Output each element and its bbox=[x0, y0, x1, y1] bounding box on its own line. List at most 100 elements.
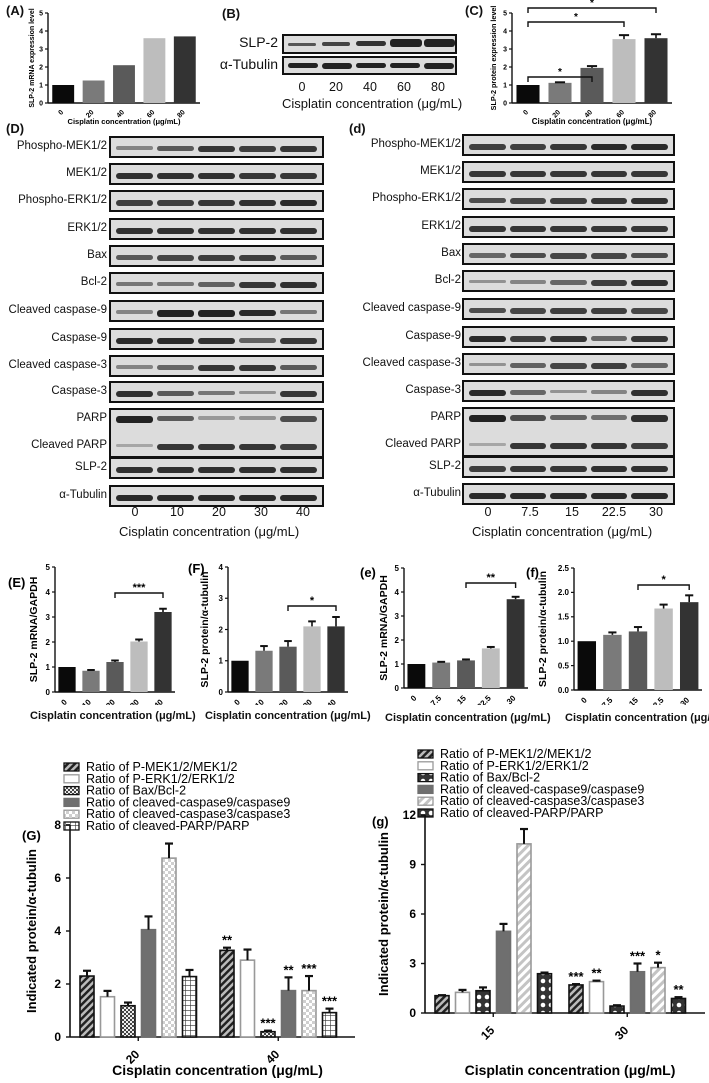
blot-lane-label: 0 bbox=[484, 505, 492, 519]
chart-f-slp2-protein-tubulin: 0.0 0.5 1.0 1.5 2.0 2.5 0 7.5 15 22.5 30 * SLP-2 pro… bbox=[526, 564, 702, 705]
svg-text:Cisplatin concentration (μg/mL: Cisplatin concentration (μg/mL) bbox=[465, 1062, 676, 1078]
svg-text:80: 80 bbox=[648, 109, 659, 120]
svg-text:2: 2 bbox=[39, 64, 43, 71]
svg-text:0: 0 bbox=[46, 688, 51, 697]
blot-lane-label: 40 bbox=[363, 80, 377, 94]
svg-text:20: 20 bbox=[552, 109, 563, 120]
svg-text:**: ** bbox=[591, 966, 602, 981]
panel-label-B: (B) bbox=[222, 6, 241, 21]
svg-text:40: 40 bbox=[116, 109, 127, 120]
blot-strip bbox=[109, 300, 324, 322]
blot-strip bbox=[109, 408, 324, 458]
svg-text:7.5: 7.5 bbox=[429, 693, 444, 705]
svg-text:4: 4 bbox=[54, 924, 61, 938]
blot-strip bbox=[462, 188, 675, 210]
panel-label-d: (d) bbox=[349, 121, 366, 136]
svg-text:(E): (E) bbox=[8, 575, 25, 590]
svg-text:1: 1 bbox=[39, 82, 43, 89]
blot-row-label: Bax bbox=[441, 246, 461, 259]
blot-strip bbox=[462, 161, 675, 183]
svg-text:2.5: 2.5 bbox=[558, 564, 570, 573]
svg-text:4: 4 bbox=[39, 28, 43, 35]
blot-lane-label: 10 bbox=[170, 505, 184, 519]
svg-text:15: 15 bbox=[478, 1023, 498, 1043]
svg-text:Ratio of cleaved-PARP/PARP: Ratio of cleaved-PARP/PARP bbox=[440, 806, 604, 820]
svg-text:30: 30 bbox=[128, 697, 141, 705]
blot-row-label: α-Tubulin bbox=[59, 488, 107, 501]
chart-E-slp2-mrna-gapdh: 0 1 2 3 4 5 0 10 20 30 40 *** SLP-2 mRNA/GAPDH(E) bbox=[8, 563, 175, 705]
svg-text:0: 0 bbox=[39, 100, 43, 107]
svg-text:Ratio of cleaved-caspase3/casp: Ratio of cleaved-caspase3/caspase3 bbox=[440, 794, 644, 808]
blot-row-label: Phospho-MEK1/2 bbox=[370, 137, 461, 150]
blot-lane-label: 0 bbox=[131, 505, 139, 519]
svg-text:*: * bbox=[655, 948, 661, 963]
panel-label-C: (C) bbox=[465, 3, 484, 18]
svg-text:(e): (e) bbox=[360, 565, 376, 580]
svg-text:Ratio of cleaved-caspase3/casp: Ratio of cleaved-caspase3/caspase3 bbox=[86, 807, 290, 821]
blot-strip bbox=[462, 380, 675, 402]
blot-row-label: SLP-2 bbox=[239, 34, 278, 50]
svg-text:*: * bbox=[310, 595, 315, 607]
chart-e-slp2-mrna-gapdh: 0 1 2 3 4 5 0 7.5 15 22.5 30 ** SLP-2 mRNA/GAPDH(e) bbox=[360, 564, 528, 705]
svg-text:3: 3 bbox=[409, 957, 416, 971]
svg-text:7.5: 7.5 bbox=[600, 695, 615, 705]
blot-row-label: Caspase-3 bbox=[51, 384, 107, 397]
svg-text:30: 30 bbox=[505, 693, 518, 705]
svg-text:6: 6 bbox=[54, 871, 61, 885]
svg-text:0: 0 bbox=[219, 688, 224, 697]
svg-text:(F): (F) bbox=[188, 561, 205, 576]
svg-text:20: 20 bbox=[277, 697, 290, 705]
svg-text:Ratio of P-MEK1/2/MEK1/2: Ratio of P-MEK1/2/MEK1/2 bbox=[440, 747, 592, 761]
svg-text:(f): (f) bbox=[526, 565, 539, 580]
blot-strip bbox=[109, 245, 324, 267]
blot-lane-label: 7.5 bbox=[521, 505, 539, 519]
svg-text:0: 0 bbox=[522, 109, 530, 117]
blot-row-label: ERK1/2 bbox=[67, 221, 107, 234]
svg-text:6: 6 bbox=[409, 907, 416, 921]
svg-text:20: 20 bbox=[104, 697, 117, 705]
blot-row-label: Caspase-9 bbox=[51, 331, 107, 344]
svg-text:*: * bbox=[558, 67, 562, 78]
blot-row-label: SLP-2 bbox=[75, 460, 107, 473]
svg-text:**: ** bbox=[283, 962, 294, 977]
svg-text:**: ** bbox=[673, 982, 684, 997]
svg-text:5: 5 bbox=[39, 10, 43, 17]
blot-strip bbox=[462, 216, 675, 238]
svg-text:4: 4 bbox=[46, 588, 51, 597]
svg-text:0: 0 bbox=[232, 697, 242, 705]
svg-text:Ratio of Bax/Bcl-2: Ratio of Bax/Bcl-2 bbox=[86, 784, 186, 798]
svg-text:1: 1 bbox=[503, 82, 507, 89]
blot-row-label: MEK1/2 bbox=[420, 164, 461, 177]
blot-strip bbox=[462, 243, 675, 265]
svg-text:60: 60 bbox=[616, 109, 627, 120]
svg-text:40: 40 bbox=[584, 109, 595, 120]
svg-text:Ratio of P-ERK1/2/ERK1/2: Ratio of P-ERK1/2/ERK1/2 bbox=[440, 759, 589, 773]
svg-text:***: *** bbox=[133, 582, 147, 594]
blot-strip bbox=[462, 270, 675, 292]
svg-text:**: ** bbox=[222, 933, 233, 948]
blot-strip bbox=[109, 381, 324, 403]
blot-row-label: ERK1/2 bbox=[421, 219, 461, 232]
svg-text:4: 4 bbox=[219, 563, 224, 572]
blot-strip bbox=[109, 218, 324, 240]
panel-label-D: (D) bbox=[6, 121, 25, 136]
svg-text:3: 3 bbox=[503, 46, 507, 53]
svg-text:2: 2 bbox=[54, 977, 61, 991]
svg-text:SLP-2 mRNA expression level: SLP-2 mRNA expression level bbox=[29, 8, 36, 107]
svg-text:0: 0 bbox=[409, 1006, 416, 1020]
blot-row-label: Cleaved caspase-9 bbox=[362, 301, 461, 314]
svg-text:20: 20 bbox=[85, 109, 96, 120]
svg-text:**: ** bbox=[487, 572, 496, 584]
svg-text:Ratio of cleaved-caspase9/casp: Ratio of cleaved-caspase9/caspase9 bbox=[440, 782, 644, 796]
svg-text:1: 1 bbox=[46, 663, 51, 672]
blot-lane-label: 0 bbox=[298, 80, 306, 94]
svg-text:5: 5 bbox=[503, 10, 507, 17]
svg-text:***: *** bbox=[260, 1016, 276, 1031]
svg-text:0: 0 bbox=[54, 1030, 61, 1044]
blot-strip-tubulin bbox=[282, 56, 457, 75]
svg-text:(g): (g) bbox=[372, 814, 389, 829]
x-caption-F: Cisplatin concentration (μg/mL) bbox=[205, 710, 371, 722]
blot-row-label: Caspase-9 bbox=[405, 329, 461, 342]
